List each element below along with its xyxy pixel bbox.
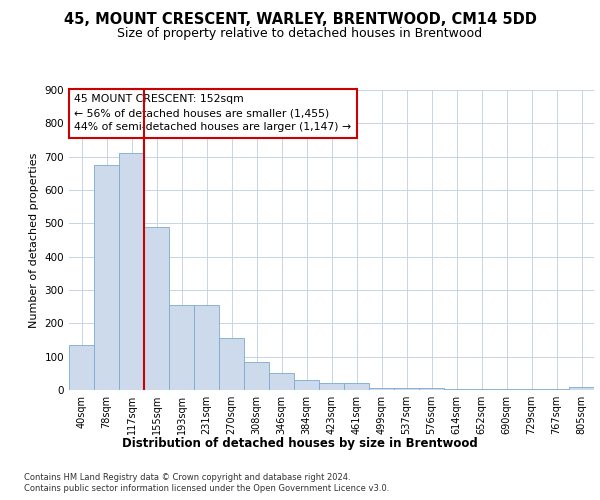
Bar xyxy=(319,384,344,390)
Bar xyxy=(419,388,444,390)
Bar xyxy=(344,384,369,390)
Bar xyxy=(144,226,169,390)
Bar xyxy=(194,305,219,390)
Text: 45 MOUNT CRESCENT: 152sqm
← 56% of detached houses are smaller (1,455)
44% of se: 45 MOUNT CRESCENT: 152sqm ← 56% of detac… xyxy=(74,94,352,132)
Text: 45, MOUNT CRESCENT, WARLEY, BRENTWOOD, CM14 5DD: 45, MOUNT CRESCENT, WARLEY, BRENTWOOD, C… xyxy=(64,12,536,28)
Bar xyxy=(569,388,594,390)
Y-axis label: Number of detached properties: Number of detached properties xyxy=(29,152,39,328)
Text: Contains public sector information licensed under the Open Government Licence v3: Contains public sector information licen… xyxy=(24,484,389,493)
Bar xyxy=(94,165,119,390)
Text: Distribution of detached houses by size in Brentwood: Distribution of detached houses by size … xyxy=(122,438,478,450)
Bar xyxy=(394,388,419,390)
Bar xyxy=(294,380,319,390)
Bar xyxy=(219,338,244,390)
Bar xyxy=(269,374,294,390)
Text: Size of property relative to detached houses in Brentwood: Size of property relative to detached ho… xyxy=(118,28,482,40)
Bar xyxy=(369,388,394,390)
Text: Contains HM Land Registry data © Crown copyright and database right 2024.: Contains HM Land Registry data © Crown c… xyxy=(24,472,350,482)
Bar xyxy=(169,305,194,390)
Bar xyxy=(119,154,144,390)
Bar xyxy=(244,362,269,390)
Bar xyxy=(69,345,94,390)
